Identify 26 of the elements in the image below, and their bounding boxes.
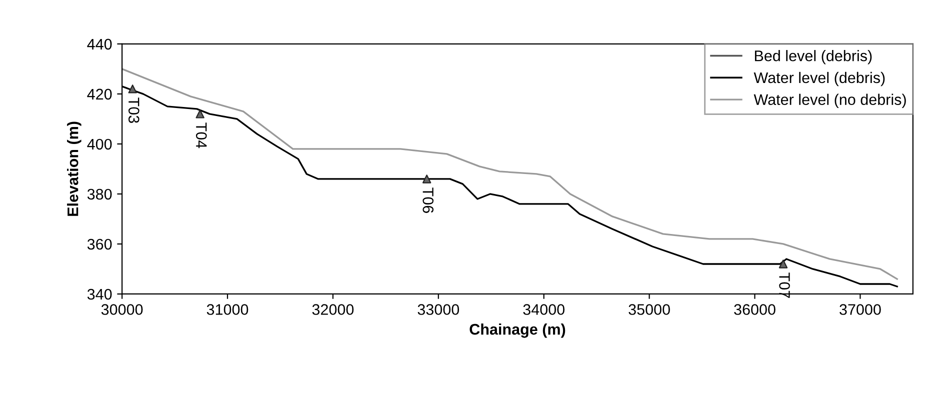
point: [422, 174, 432, 184]
y-tick-label: 440: [87, 38, 112, 50]
y-tick-label: 360: [87, 238, 112, 250]
x-tick-label: 34000: [523, 304, 564, 315]
x-axis-title: Chainage (m): [470, 324, 566, 338]
legend-label: Bed level (debris): [754, 50, 872, 64]
point: [778, 260, 788, 268]
annotation: T03: [128, 98, 140, 123]
x-tick-label: 30000: [101, 304, 143, 315]
y-axis-title: Elevation (m): [67, 122, 82, 216]
point: [196, 110, 204, 118]
y-tick-label: 400: [87, 138, 112, 150]
legend-label: Water level (no debris): [754, 94, 906, 108]
annotation: T04: [196, 122, 207, 148]
x-tick-label: 31000: [206, 304, 248, 315]
point: [128, 84, 137, 94]
x-tick-label: 35000: [628, 304, 670, 315]
annotation: T06: [422, 188, 434, 213]
y-tick-label: 340: [87, 288, 112, 300]
x-tick-label: 33000: [418, 304, 460, 315]
y-tick-label: 380: [87, 188, 112, 200]
legend-label: Water level (debris): [754, 72, 885, 86]
y-tick-label: 420: [87, 88, 112, 100]
x-tick-label: 37000: [840, 304, 881, 315]
x-tick-label: 36000: [734, 304, 776, 315]
x-tick-label: 32000: [312, 304, 354, 315]
